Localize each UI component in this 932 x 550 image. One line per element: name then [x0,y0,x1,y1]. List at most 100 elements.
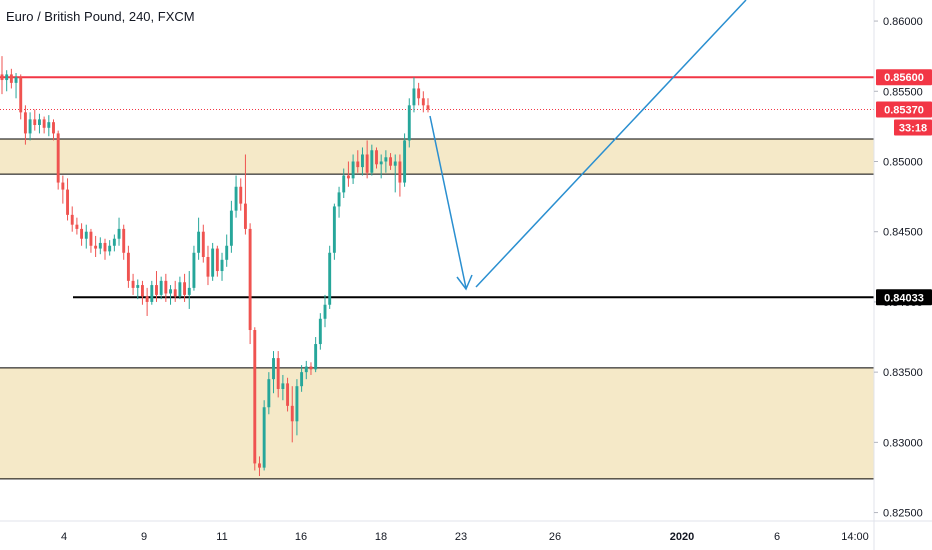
time-tick-label: 26 [549,531,561,543]
candle-body-7 [33,119,37,125]
candle-body-28 [131,280,135,288]
candle-body-79 [370,150,374,173]
candle-body-58 [272,358,275,380]
candle-body-21 [98,242,102,249]
last-price-badge-label: 0.85370 [884,105,924,117]
candle-body-5 [23,112,27,134]
candle-body-15 [70,214,74,225]
candle-body-31 [145,296,149,302]
time-tick-label: 11 [216,531,227,543]
candle-body-10 [47,122,51,128]
price-tick-label: 0.85000 [883,156,923,168]
candle-body-19 [89,231,93,246]
candle-body-20 [94,245,98,249]
candle-body-46 [215,248,219,272]
candle-body-1 [5,74,9,81]
candle-body-60 [281,383,285,389]
candle-body-89 [417,88,421,99]
candle-body-82 [384,157,388,162]
candle-body-90 [421,98,425,106]
candle-body-53 [248,228,252,331]
resistance-badge [876,69,932,86]
candle-body-68 [318,318,322,345]
candle-body-76 [356,161,360,168]
candle-body-27 [126,252,130,281]
candle-body-72 [337,192,341,207]
candle-body-9 [42,119,46,128]
price-tick-label: 0.86000 [883,16,923,28]
candle-body-83 [389,157,393,166]
candle-body-85 [398,161,402,183]
candle-body-16 [75,224,79,229]
time-tick-label: 18 [375,531,387,543]
candle-body-35 [164,280,168,294]
candle-body-22 [103,242,107,252]
candle-body-64 [300,372,304,387]
candle-body-4 [19,77,23,113]
candle-body-33 [155,285,158,295]
candle-body-14 [66,189,69,215]
time-tick-label: 6 [774,531,780,543]
candle-body-12 [56,133,60,183]
candle-body-54 [253,330,257,464]
candle-body-48 [225,245,229,260]
candle-body-37 [173,289,177,297]
candle-body-81 [379,161,383,165]
candle-body-73 [342,175,346,193]
candle-body-24 [112,238,116,246]
last-price-badge [876,101,932,118]
candle-body-38 [178,282,182,297]
price-tick-label: 0.83000 [883,437,923,449]
price-tick-label: 0.85500 [883,86,923,98]
candle-body-77 [361,154,364,168]
candle-body-34 [159,280,163,295]
arrows-layer [429,0,747,291]
candle-body-39 [183,282,187,295]
time-tick-label: 23 [455,531,467,543]
down-arrow [429,115,467,289]
candle-body-17 [80,228,84,239]
candles-layer [0,56,430,477]
candle-body-3 [14,77,18,83]
candle-body-57 [267,379,271,408]
candle-body-44 [206,256,210,277]
candle-body-74 [346,175,350,179]
up-projection-line [475,0,747,288]
candle-body-26 [122,228,126,253]
candle-body-29 [136,285,140,288]
candle-body-49 [229,210,233,246]
zone-0 [0,139,874,175]
candle-body-61 [286,383,290,406]
candle-body-6 [28,119,32,134]
candle-body-69 [323,304,327,319]
chart-title: Euro / British Pound, 240, FXCM [6,9,195,24]
candle-body-2 [9,74,13,83]
candle-body-59 [276,358,280,389]
time-tick-label: 16 [295,531,307,543]
price-tick-label: 0.84500 [883,227,923,239]
candle-body-56 [262,407,266,468]
candle-body-91 [426,105,430,110]
candle-body-23 [108,245,112,252]
candle-body-71 [332,206,336,253]
price-tick-label: 0.83500 [883,367,923,379]
candle-body-52 [243,203,247,229]
resistance-badge-label: 0.85600 [884,72,924,84]
candle-body-45 [211,248,215,277]
candle-body-42 [197,231,201,253]
candle-body-66 [309,366,313,370]
time-tick-label: 9 [141,531,147,543]
candle-body-86 [403,140,407,183]
candle-body-13 [61,182,65,190]
candle-body-84 [393,161,397,166]
candle-body-51 [239,186,243,204]
countdown-label: 33:18 [899,123,927,135]
candle-body-18 [84,231,88,239]
time-tick-label: 2020 [670,531,694,543]
candle-body-62 [290,405,294,422]
candle-body-70 [328,252,332,305]
candle-body-30 [140,285,144,297]
zone-1 [0,367,874,479]
zones-layer [0,138,874,480]
